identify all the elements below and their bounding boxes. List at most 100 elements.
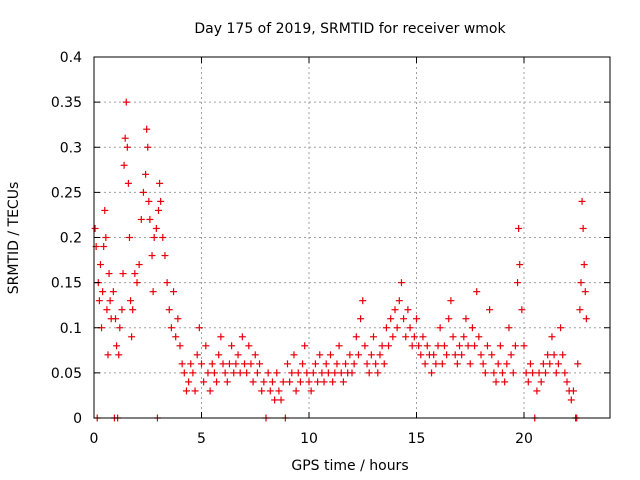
data-point <box>421 360 429 368</box>
data-point <box>542 369 549 377</box>
data-point <box>230 369 238 377</box>
data-point <box>522 369 530 377</box>
data-point <box>253 369 261 377</box>
data-point <box>311 360 319 368</box>
data-point <box>187 360 195 368</box>
data-point <box>294 369 302 377</box>
data-point <box>204 369 212 377</box>
data-point <box>104 351 112 359</box>
data-point <box>417 351 425 359</box>
data-point <box>101 206 109 214</box>
data-point <box>492 378 500 386</box>
data-point <box>219 360 227 368</box>
data-point <box>260 378 268 386</box>
data-point <box>206 387 214 395</box>
data-point <box>217 333 225 341</box>
data-point <box>372 360 380 368</box>
data-point <box>228 342 236 350</box>
data-point <box>537 378 545 386</box>
data-point <box>499 369 506 377</box>
data-point <box>400 315 408 323</box>
data-point <box>182 387 190 395</box>
data-point <box>128 333 136 341</box>
data-point <box>215 351 223 359</box>
data-point <box>243 369 251 377</box>
data-point <box>453 360 461 368</box>
data-point <box>303 369 311 377</box>
data-point <box>99 288 107 296</box>
data-point <box>109 288 117 296</box>
data-point <box>576 306 584 314</box>
data-point <box>120 161 128 169</box>
data-point <box>299 360 307 368</box>
data-point <box>91 224 99 232</box>
data-point <box>511 342 519 350</box>
data-point <box>515 224 523 232</box>
data-point <box>436 324 444 332</box>
data-point <box>256 360 264 368</box>
data-point <box>382 324 390 332</box>
data-point <box>359 297 367 305</box>
data-point <box>477 351 485 359</box>
data-point <box>466 360 474 368</box>
y-tick-label: 0.4 <box>60 50 82 66</box>
data-point <box>365 369 373 377</box>
data-point <box>423 342 431 350</box>
data-point <box>318 369 326 377</box>
data-point <box>105 270 113 278</box>
data-point <box>546 360 554 368</box>
data-point <box>520 342 528 350</box>
data-point <box>449 333 457 341</box>
data-point <box>329 378 337 386</box>
data-point <box>307 387 315 395</box>
data-point <box>301 342 309 350</box>
data-point <box>102 234 110 241</box>
data-point <box>443 351 451 359</box>
data-point <box>475 333 483 341</box>
data-point <box>335 342 343 350</box>
data-point <box>125 234 133 241</box>
data-point <box>113 342 121 350</box>
data-point <box>428 369 436 377</box>
data-point <box>503 360 511 368</box>
data-point <box>129 306 137 314</box>
data-point <box>249 378 257 386</box>
data-point <box>258 387 266 395</box>
data-point <box>241 360 248 368</box>
data-point <box>221 369 229 377</box>
data-point <box>277 396 285 404</box>
data-point <box>106 297 114 305</box>
data-point <box>342 360 350 368</box>
data-point <box>535 369 543 377</box>
data-point <box>438 360 446 368</box>
x-tick-label: 10 <box>300 431 318 447</box>
data-point <box>115 351 123 359</box>
data-point <box>157 197 165 205</box>
data-point <box>395 297 403 305</box>
data-point <box>526 360 534 368</box>
y-tick-label: 0.15 <box>51 276 82 292</box>
data-point <box>122 98 130 106</box>
data-point <box>488 351 496 359</box>
data-point <box>144 143 152 151</box>
x-tick-label: 15 <box>408 431 426 447</box>
data-point <box>514 279 522 287</box>
data-point <box>163 279 171 287</box>
data-point <box>430 351 438 359</box>
data-point <box>296 378 304 386</box>
data-point <box>406 324 414 332</box>
data-point <box>582 315 590 323</box>
data-point <box>578 197 586 205</box>
data-point <box>408 342 416 350</box>
data-point <box>333 360 341 368</box>
data-point <box>135 261 143 269</box>
data-point <box>275 387 283 395</box>
data-point <box>460 333 468 341</box>
data-point <box>348 369 356 377</box>
data-point <box>112 315 119 323</box>
data-point <box>234 351 242 359</box>
data-point <box>479 360 487 368</box>
data-point <box>146 215 154 223</box>
data-point <box>288 369 296 377</box>
data-point <box>266 387 274 395</box>
